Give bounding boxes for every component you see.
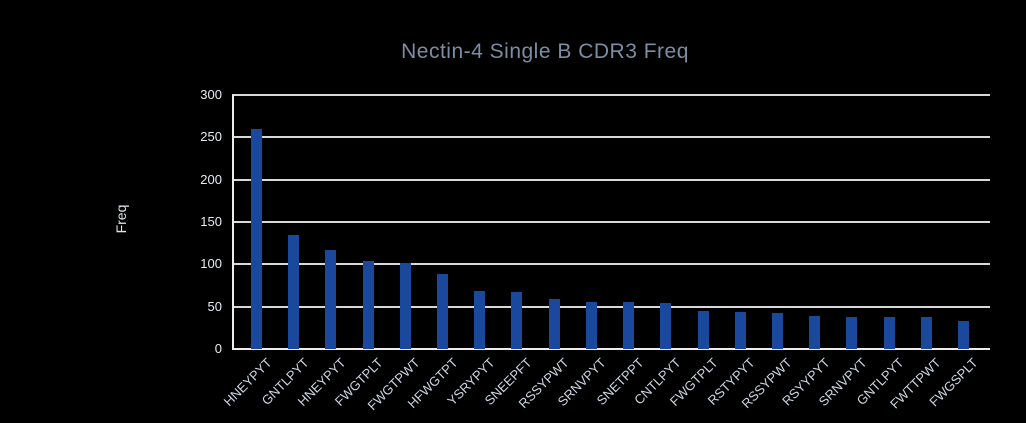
y-axis-tick-label: 100 — [200, 256, 222, 272]
y-axis-tick-label: 200 — [200, 171, 222, 187]
y-axis-tick-label: 0 — [214, 341, 222, 356]
bar-RSYYPYT — [809, 315, 821, 349]
y-axis-tick-label: 300 — [200, 87, 222, 102]
gridline — [232, 94, 990, 96]
x-axis-baseline — [232, 348, 990, 350]
bar-HNEYPYT — [325, 249, 337, 349]
bar-GNTLPYT — [883, 316, 895, 349]
gridline — [232, 136, 990, 139]
bar-SNETPPT — [623, 301, 635, 349]
bar-CNTLPYT — [660, 303, 672, 349]
gridline — [232, 263, 990, 266]
bar-SRNVPYT — [585, 301, 597, 349]
y-axis-tick-label: 250 — [200, 129, 222, 145]
y-axis-tick-label: 50 — [207, 298, 222, 314]
bar-GNTLPYT — [288, 234, 300, 349]
bar-FWTTPWT — [920, 316, 932, 349]
bar-YSRYPYT — [474, 291, 486, 349]
y-axis-tick-label: 150 — [200, 214, 222, 229]
bar-RSSYPWT — [548, 299, 560, 349]
chart-title: Nectin-4 Single B CDR3 Freq — [401, 40, 689, 63]
bar-SNEEPFT — [511, 292, 523, 349]
bar-FWGTPWT — [399, 262, 411, 349]
bar-FWGTPLT — [697, 310, 709, 349]
bar-HFWGTPT — [437, 274, 449, 349]
bar-RSTYPYT — [734, 311, 746, 349]
gridline — [232, 178, 990, 181]
bar-FWGTPLT — [362, 260, 374, 349]
bar-RSSYPWT — [771, 312, 783, 349]
bar-HNEYPYT — [251, 128, 262, 349]
gridline — [232, 305, 990, 308]
bar-SRNVPYT — [846, 316, 858, 349]
gridline — [232, 221, 990, 223]
bar-FWGSPLT — [957, 321, 969, 349]
y-axis-line — [232, 95, 234, 349]
